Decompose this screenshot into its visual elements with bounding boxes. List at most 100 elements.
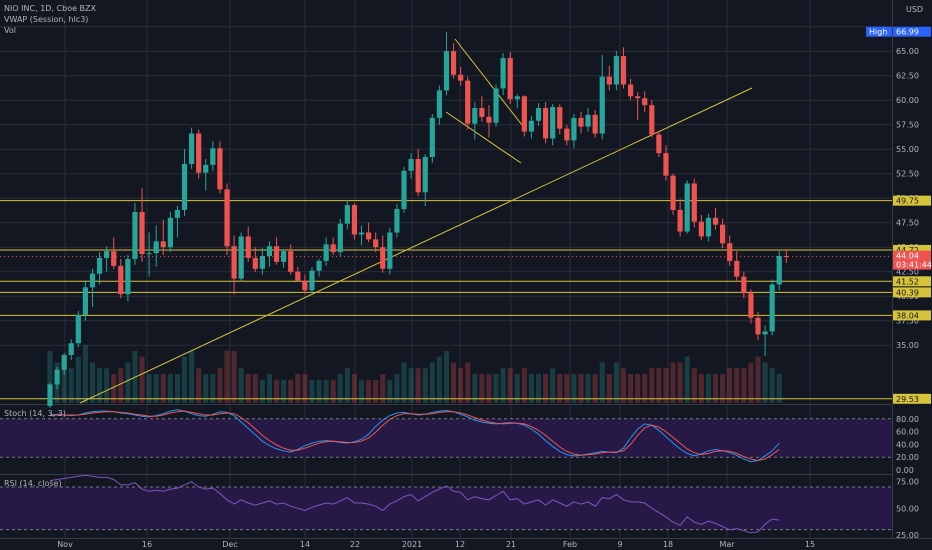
- volume-bar: [252, 374, 258, 403]
- stoch-tick-label: 20.00: [896, 453, 919, 462]
- volume-bar: [167, 374, 173, 403]
- volume-bar: [323, 379, 329, 403]
- candle-body: [613, 56, 619, 85]
- volume-bar: [705, 374, 711, 403]
- time-tick-label: 2021: [402, 540, 422, 549]
- price-level-tag: [893, 244, 931, 255]
- stoch-band: [0, 418, 892, 458]
- volume-bars: [47, 345, 782, 403]
- candle-body: [330, 244, 336, 253]
- volume-bar: [543, 374, 549, 403]
- volume-bar: [281, 379, 287, 403]
- volume-bar: [394, 374, 400, 403]
- volume-bar: [238, 368, 244, 403]
- volume-bar: [373, 379, 379, 403]
- volume-bar: [635, 374, 641, 403]
- stoch-tick-label: 80.00: [896, 415, 919, 424]
- candle-body: [54, 369, 60, 385]
- candle-body: [224, 189, 230, 247]
- candle-body: [351, 205, 358, 235]
- symbol-legend: NIO INC, 1D, Cboe BZX: [4, 4, 97, 13]
- volume-bar: [231, 350, 237, 403]
- candle-body: [684, 183, 690, 232]
- candle-body: [734, 260, 740, 277]
- candle-body: [620, 56, 627, 85]
- candles: [47, 31, 789, 408]
- volume-bar: [274, 379, 280, 403]
- candle-body: [443, 51, 450, 91]
- candle-body: [649, 105, 655, 135]
- high-value-tag: [893, 26, 931, 37]
- price-level-label: 38.04: [896, 311, 919, 320]
- candle-body: [698, 221, 704, 237]
- price-tick-label: 62.50: [896, 72, 919, 81]
- volume-bar: [415, 368, 421, 403]
- candle-body: [755, 317, 761, 335]
- volume-bar: [507, 368, 513, 403]
- candle-body: [535, 108, 542, 121]
- candle-body: [104, 251, 110, 258]
- volume-bar: [436, 356, 442, 403]
- volume-bar: [309, 379, 315, 403]
- volume-bar: [316, 379, 322, 403]
- volume-bar: [578, 374, 584, 403]
- candle-body: [273, 246, 280, 262]
- volume-bar: [97, 368, 103, 403]
- candle-body: [316, 260, 322, 271]
- volume-bar: [422, 368, 428, 403]
- volume-bar: [557, 374, 563, 403]
- volume-bar: [259, 379, 265, 403]
- candle-body: [564, 128, 570, 141]
- volume-bar: [288, 379, 294, 403]
- ascending-trendline: [79, 87, 753, 404]
- candle-body: [585, 114, 591, 127]
- volume-bar: [174, 374, 180, 403]
- candle-body: [203, 164, 209, 173]
- rsi-tick-label: 50.00: [896, 504, 919, 513]
- volume-bar: [337, 374, 343, 403]
- candle-body: [627, 84, 634, 97]
- time-tick-label: 16: [142, 540, 152, 549]
- volume-bar: [465, 362, 471, 403]
- volume-bar: [217, 368, 223, 403]
- rsi-band: [0, 487, 892, 530]
- volume-bar: [196, 368, 202, 403]
- candle-body: [521, 96, 527, 132]
- candle-body: [174, 209, 181, 218]
- volume-bar: [82, 345, 88, 403]
- wedge-lower-trendline: [445, 111, 522, 164]
- candle-body: [472, 108, 478, 124]
- candle-body: [132, 211, 138, 259]
- volume-bar: [245, 374, 251, 403]
- candle-body: [769, 284, 775, 332]
- volume-bar: [210, 374, 216, 403]
- candle-body: [465, 80, 471, 124]
- candle-body: [302, 280, 308, 291]
- volume-bar: [741, 368, 747, 403]
- price-tick-label: 42.50: [896, 268, 919, 277]
- volume-bar: [670, 362, 676, 403]
- volume-bar: [713, 374, 719, 403]
- candle-body: [139, 211, 145, 255]
- price-level-tag: [893, 276, 931, 287]
- volume-bar: [479, 374, 485, 403]
- volume-bar: [189, 350, 195, 403]
- candle-body: [153, 241, 159, 254]
- volume-bar: [564, 374, 570, 403]
- volume-bar: [68, 368, 74, 403]
- candle-body: [514, 96, 520, 100]
- candle-body: [578, 117, 584, 127]
- volume-bar: [118, 368, 124, 403]
- candle-body: [592, 114, 598, 134]
- volume-bar: [429, 362, 435, 403]
- time-tick-label: Feb: [563, 540, 577, 549]
- volume-bar: [748, 362, 754, 403]
- candle-body: [309, 270, 315, 291]
- volume-bar: [295, 374, 301, 403]
- candle-body: [231, 246, 237, 279]
- volume-bar: [160, 374, 166, 403]
- price-level-label: 41.52: [896, 277, 919, 286]
- candle-body: [415, 159, 421, 193]
- candle-body: [366, 232, 372, 240]
